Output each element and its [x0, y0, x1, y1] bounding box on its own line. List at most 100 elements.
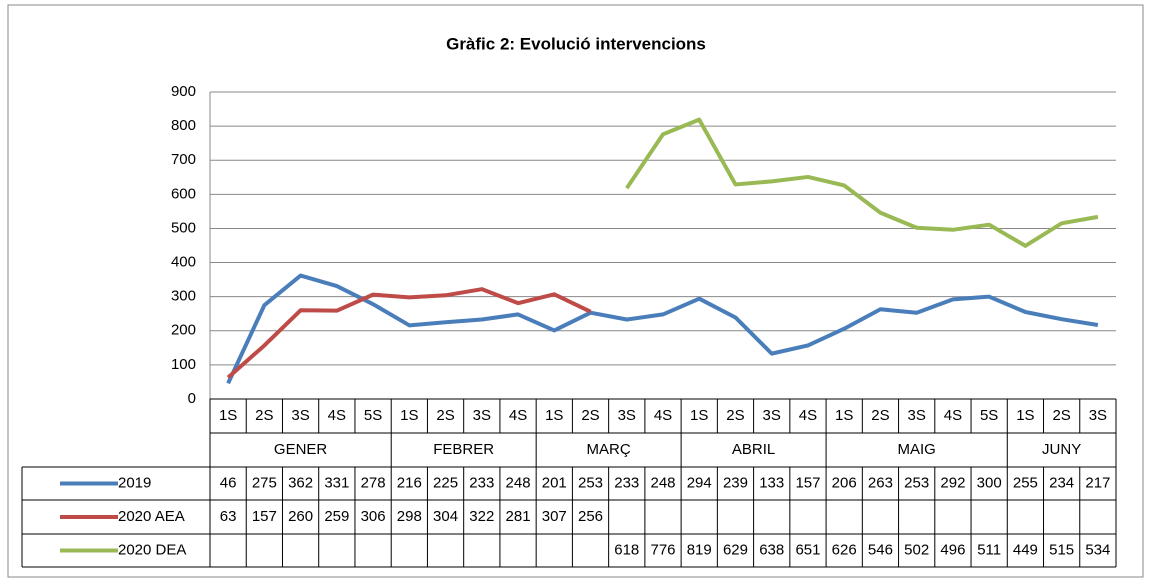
y-tick-label: 600	[171, 185, 196, 202]
x-tick-label: 4S	[328, 407, 346, 424]
x-tick-label: 3S	[291, 407, 309, 424]
x-tick-label: 2S	[255, 407, 273, 424]
table-value: 260	[288, 508, 313, 525]
table-value: 322	[469, 508, 494, 525]
x-tick-label: 1S	[219, 407, 237, 424]
table-value: 239	[723, 474, 748, 491]
table-value: 253	[578, 474, 603, 491]
x-tick-label: 4S	[509, 407, 527, 424]
table-value: 206	[832, 474, 857, 491]
table-value: 618	[614, 541, 639, 558]
table-value: 298	[397, 508, 422, 525]
table-value: 248	[650, 474, 675, 491]
table-value: 157	[252, 508, 277, 525]
table-value: 306	[361, 508, 386, 525]
table-value: 278	[361, 474, 386, 491]
chart-border	[7, 4, 1144, 578]
series-line	[226, 273, 1099, 385]
table-value: 225	[433, 474, 458, 491]
table-value: 304	[433, 508, 458, 525]
table-value: 294	[687, 474, 712, 491]
table-value: 275	[252, 474, 277, 491]
y-tick-label: 900	[171, 83, 196, 100]
x-tick-label: 2S	[1052, 407, 1070, 424]
table-value: 546	[868, 541, 893, 558]
table-value: 256	[578, 508, 603, 525]
table-value: 46	[220, 474, 237, 491]
x-group-label: JUNY	[1042, 441, 1081, 458]
x-tick-label: 3S	[618, 407, 636, 424]
x-tick-label: 5S	[364, 407, 382, 424]
x-group-label: FEBRER	[433, 441, 494, 458]
x-tick-label: 4S	[654, 407, 672, 424]
x-tick-label: 3S	[1089, 407, 1107, 424]
table-value: 534	[1085, 541, 1110, 558]
x-tick-label: 4S	[944, 407, 962, 424]
x-tick-label: 1S	[690, 407, 708, 424]
y-tick-label: 300	[171, 288, 196, 305]
table-value: 234	[1049, 474, 1074, 491]
table-value: 300	[977, 474, 1002, 491]
x-tick-label: 4S	[799, 407, 817, 424]
table-value: 331	[324, 474, 349, 491]
y-tick-label: 0	[188, 390, 196, 407]
table-value: 233	[469, 474, 494, 491]
x-tick-label: 5S	[980, 407, 998, 424]
table-value: 248	[506, 474, 531, 491]
table-value: 362	[288, 474, 313, 491]
x-tick-label: 2S	[871, 407, 889, 424]
x-tick-label: 1S	[545, 407, 563, 424]
table-value: 651	[795, 541, 820, 558]
legend-label: 2020 DEA	[118, 541, 186, 558]
table-value: 201	[542, 474, 567, 491]
x-group-label: MAIG	[898, 441, 936, 458]
x-tick-label: 3S	[473, 407, 491, 424]
table-value: 263	[868, 474, 893, 491]
chart-title: Gràfic 2: Evolució intervencions	[446, 34, 706, 53]
x-tick-label: 3S	[763, 407, 781, 424]
x-group-label: MARÇ	[587, 441, 631, 458]
table-value: 255	[1013, 474, 1038, 491]
table-value: 253	[904, 474, 929, 491]
x-tick-label: 2S	[726, 407, 744, 424]
table-value: 217	[1085, 474, 1110, 491]
series-line	[625, 117, 1099, 248]
x-tick-label: 3S	[908, 407, 926, 424]
table-value: 819	[687, 541, 712, 558]
legend-label: 2019	[118, 474, 151, 491]
x-tick-label: 2S	[436, 407, 454, 424]
y-tick-label: 500	[171, 219, 196, 236]
table-value: 307	[542, 508, 567, 525]
table-value: 515	[1049, 541, 1074, 558]
x-group-label: ABRIL	[732, 441, 775, 458]
table-value: 259	[324, 508, 349, 525]
x-tick-label: 1S	[835, 407, 853, 424]
x-tick-label: 2S	[581, 407, 599, 424]
x-group-label: GENER	[274, 441, 328, 458]
table-value: 502	[904, 541, 929, 558]
table-value: 496	[940, 541, 965, 558]
table-value: 449	[1013, 541, 1038, 558]
table-value: 133	[759, 474, 784, 491]
legend-label: 2020 AEA	[118, 508, 185, 525]
y-tick-label: 100	[171, 356, 196, 373]
table-value: 292	[940, 474, 965, 491]
table-value: 281	[506, 508, 531, 525]
table-value: 233	[614, 474, 639, 491]
table-value: 63	[220, 508, 237, 525]
y-tick-label: 400	[171, 254, 196, 271]
table-value: 157	[795, 474, 820, 491]
table-value: 638	[759, 541, 784, 558]
table-value: 626	[832, 541, 857, 558]
x-tick-label: 1S	[1016, 407, 1034, 424]
series-line	[226, 287, 592, 380]
table-value: 629	[723, 541, 748, 558]
table-value: 216	[397, 474, 422, 491]
x-tick-label: 1S	[400, 407, 418, 424]
table-value: 511	[977, 541, 1001, 558]
y-tick-label: 200	[171, 322, 196, 339]
table-value: 776	[650, 541, 675, 558]
y-tick-label: 800	[171, 117, 196, 134]
y-tick-label: 700	[171, 151, 196, 168]
